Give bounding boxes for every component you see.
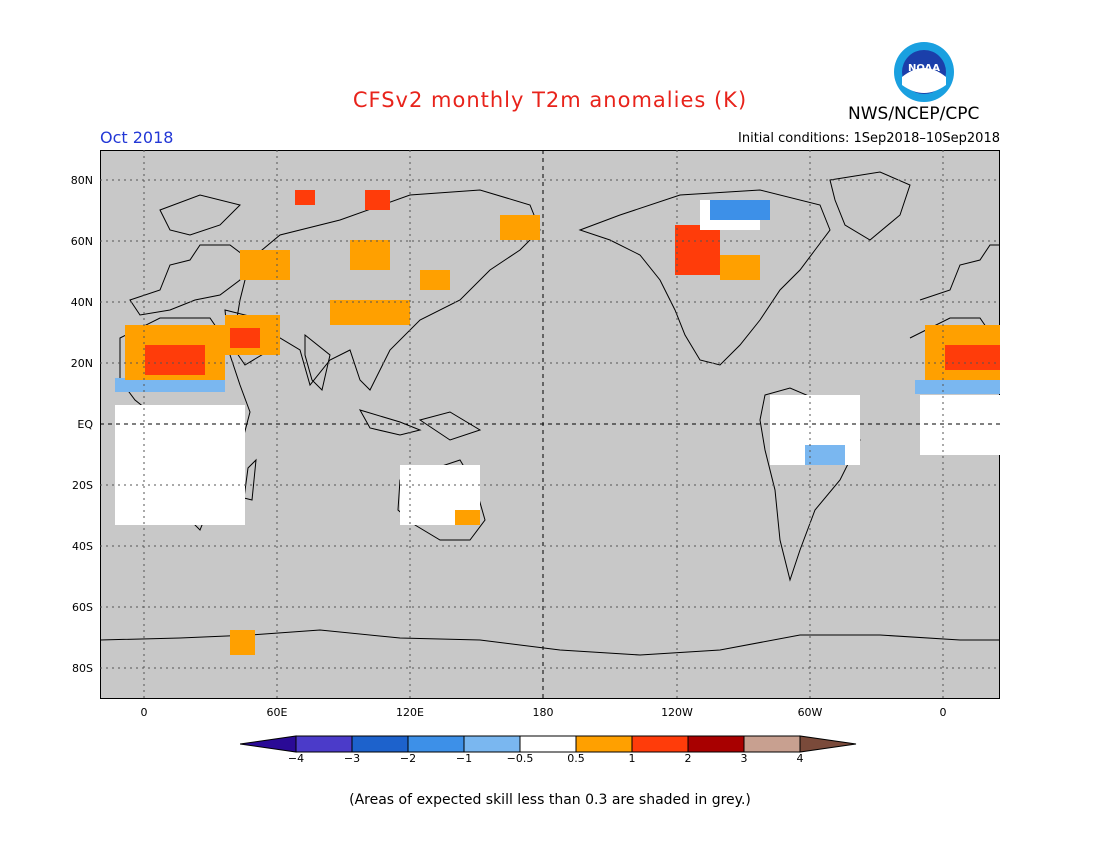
colorbar-cell <box>519 735 577 753</box>
lon-gridlines <box>143 150 944 699</box>
colorbar-label: −4 <box>287 752 305 765</box>
colorbar-cell <box>575 735 633 753</box>
lon-label: 0 <box>140 706 148 719</box>
initial-conditions: Initial conditions: 1Sep2018–10Sep2018 <box>738 131 1000 146</box>
colorbar-label: −3 <box>343 752 361 765</box>
lat-label: 40N <box>70 296 93 309</box>
colorbar-cell <box>351 735 409 753</box>
colorbar-label: 1 <box>628 752 636 765</box>
anomaly-patches <box>115 190 1000 655</box>
colorbar-cell <box>240 735 297 753</box>
lon-label: 120E <box>396 706 424 719</box>
lat-label: 60S <box>72 601 93 614</box>
lat-label: 60N <box>70 235 93 248</box>
lon-label: 0 <box>939 706 947 719</box>
lat-gridlines <box>100 179 1000 669</box>
colorbar-cell <box>687 735 745 753</box>
lon-label: 60W <box>797 706 823 719</box>
noaa-logo: NOAA <box>894 42 954 102</box>
colorbar-label: 3 <box>740 752 748 765</box>
lat-label: EQ <box>77 418 93 431</box>
colorbar-cell <box>799 735 857 753</box>
colorbar-label: −0.5 <box>506 752 534 765</box>
colorbar-label: 2 <box>684 752 692 765</box>
agency-label: NWS/NCEP/CPC <box>848 104 980 124</box>
colorbar-label: 0.5 <box>567 752 585 765</box>
noaa-logo-text: NOAA <box>908 63 940 74</box>
skill-footnote: (Areas of expected skill less than 0.3 a… <box>349 792 751 808</box>
lon-label: 60E <box>266 706 288 719</box>
lat-label: 40S <box>72 540 93 553</box>
colorbar-label: −1 <box>455 752 473 765</box>
lon-label: 180 <box>532 706 554 719</box>
lat-label: 20N <box>70 357 93 370</box>
anomaly-map <box>100 150 1000 699</box>
lat-label: 80S <box>72 662 93 675</box>
colorbar-label: −2 <box>399 752 417 765</box>
lon-label: 120W <box>661 706 693 719</box>
map-title: CFSv2 monthly T2m anomalies (K) <box>352 88 748 112</box>
colorbar-cell <box>407 735 465 753</box>
colorbar-cell <box>295 735 353 753</box>
colorbar-label: 4 <box>796 752 804 765</box>
lat-label: 20S <box>72 479 93 492</box>
colorbar-cell <box>631 735 689 753</box>
colorbar-cell <box>463 735 521 753</box>
lat-label: 80N <box>70 174 93 187</box>
colorbar <box>240 735 857 753</box>
colorbar-cell <box>743 735 801 753</box>
valid-month: Oct 2018 <box>100 128 174 147</box>
